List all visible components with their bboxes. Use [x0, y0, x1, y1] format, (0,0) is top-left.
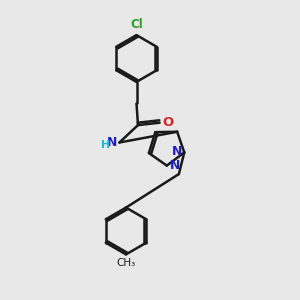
- Text: N: N: [170, 159, 180, 172]
- Text: O: O: [163, 116, 174, 129]
- Text: N: N: [107, 136, 118, 149]
- Text: N: N: [172, 145, 182, 158]
- Text: CH₃: CH₃: [116, 258, 136, 268]
- Text: H: H: [100, 140, 110, 150]
- Text: Cl: Cl: [130, 19, 143, 32]
